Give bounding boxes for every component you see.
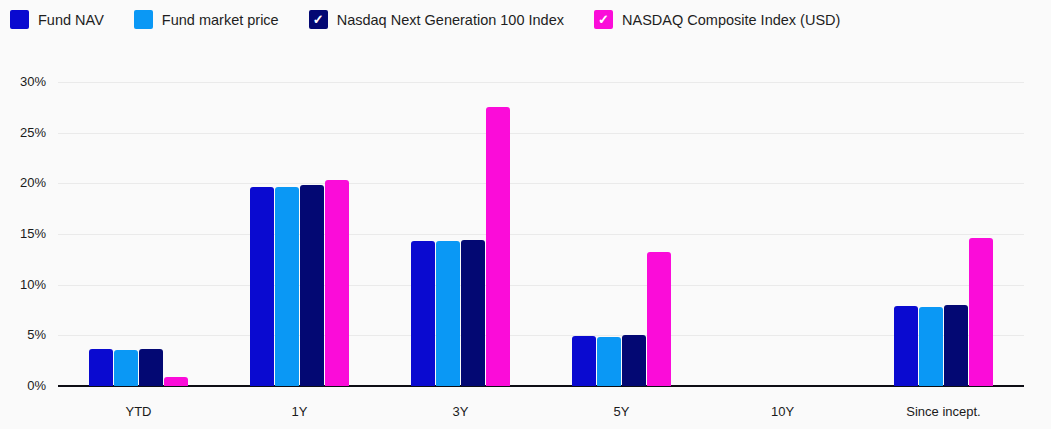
bar-nasdaq-composite-index-usd-3y <box>486 107 510 386</box>
y-tick-label: 15% <box>0 226 46 242</box>
bar-nasdaq-next-generation-100-index-since-incept <box>944 305 968 386</box>
y-tick-label: 0% <box>0 378 46 394</box>
bar-fund-nav-since-incept <box>894 306 918 386</box>
bar-nasdaq-composite-index-usd-since-incept <box>969 238 993 386</box>
bar-nasdaq-next-generation-100-index-3y <box>461 240 485 386</box>
legend-item-nasdaq-next-generation-100-index[interactable]: ✓ Nasdaq Next Generation 100 Index <box>309 10 564 29</box>
bar-fund-nav-5y <box>572 336 596 386</box>
check-icon: ✓ <box>313 13 324 26</box>
chart-legend: Fund NAV Fund market price ✓ Nasdaq Next Ge… <box>10 10 840 29</box>
bar-fund-market-price-5y <box>597 337 621 386</box>
bar-fund-nav-1y <box>250 187 274 386</box>
legend-checkbox-checked[interactable]: ✓ <box>309 10 328 29</box>
legend-swatch[interactable] <box>10 10 29 29</box>
check-icon: ✓ <box>598 13 609 26</box>
bar-nasdaq-composite-index-usd-5y <box>647 252 671 386</box>
y-tick-label: 30% <box>0 74 46 90</box>
gridline <box>58 234 1024 235</box>
y-tick-label: 10% <box>0 277 46 293</box>
legend-label: NASDAQ Composite Index (USD) <box>622 12 840 28</box>
legend-item-fund-market-price[interactable]: Fund market price <box>134 10 279 29</box>
legend-item-nasdaq-composite-index-usd[interactable]: ✓ NASDAQ Composite Index (USD) <box>594 10 840 29</box>
gridline <box>58 82 1024 83</box>
bar-fund-market-price-1y <box>275 187 299 386</box>
legend-checkbox-checked[interactable]: ✓ <box>594 10 613 29</box>
x-axis-label-since-incept: Since incept. <box>906 404 980 419</box>
gridline <box>58 285 1024 286</box>
bar-nasdaq-next-generation-100-index-5y <box>622 335 646 386</box>
bar-nasdaq-next-generation-100-index-ytd <box>139 349 163 386</box>
legend-label: Fund market price <box>162 12 279 28</box>
bar-fund-nav-3y <box>411 241 435 386</box>
bar-nasdaq-next-generation-100-index-1y <box>300 185 324 386</box>
x-axis-label-1y: 1Y <box>292 404 308 419</box>
x-axis-label-3y: 3Y <box>453 404 469 419</box>
bar-fund-nav-ytd <box>89 349 113 386</box>
bar-fund-market-price-since-incept <box>919 307 943 386</box>
bar-nasdaq-composite-index-usd-ytd <box>164 377 188 386</box>
y-tick-label: 5% <box>0 327 46 343</box>
gridline <box>58 133 1024 134</box>
x-axis-label-ytd: YTD <box>126 404 152 419</box>
bar-nasdaq-composite-index-usd-1y <box>325 180 349 386</box>
bar-fund-market-price-3y <box>436 241 460 386</box>
x-axis-label-10y: 10Y <box>771 404 794 419</box>
y-tick-label: 25% <box>0 125 46 141</box>
gridline <box>58 335 1024 336</box>
gridline <box>58 183 1024 184</box>
y-tick-label: 20% <box>0 175 46 191</box>
legend-swatch[interactable] <box>134 10 153 29</box>
x-axis-line <box>58 385 1024 387</box>
x-axis-label-5y: 5Y <box>614 404 630 419</box>
legend-item-fund-nav[interactable]: Fund NAV <box>10 10 104 29</box>
legend-label: Nasdaq Next Generation 100 Index <box>337 12 564 28</box>
bar-fund-market-price-ytd <box>114 350 138 386</box>
fund-performance-chart-panel: Fund NAV Fund market price ✓ Nasdaq Next Ge… <box>0 0 1051 429</box>
legend-label: Fund NAV <box>38 12 104 28</box>
